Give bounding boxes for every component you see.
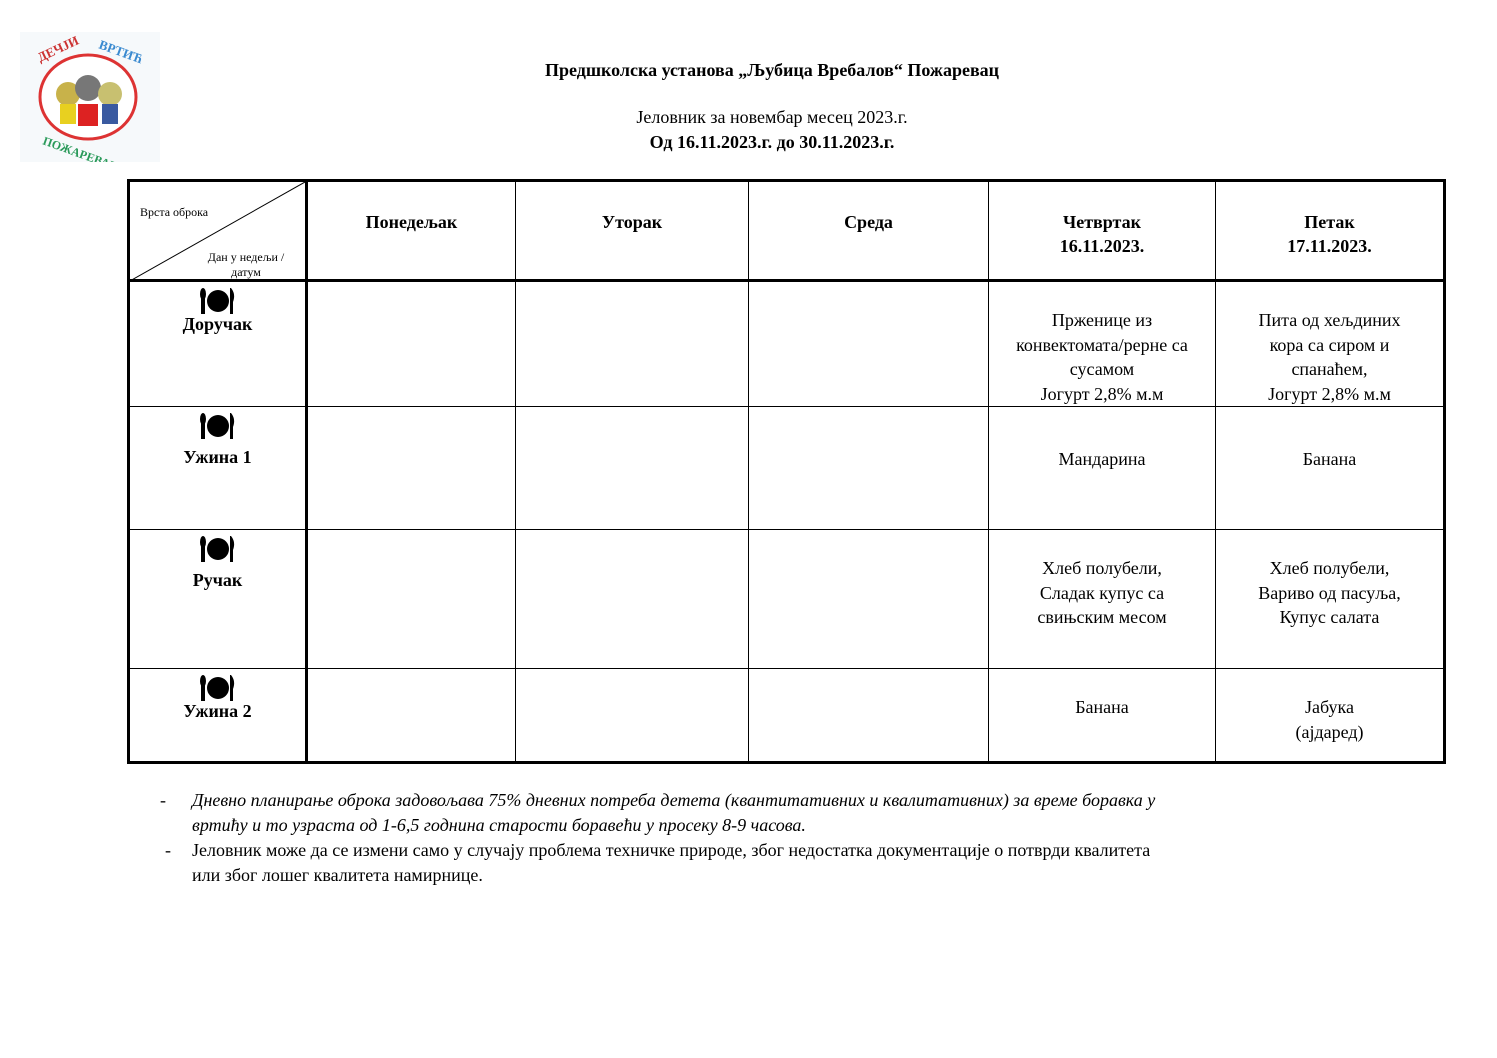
menu-cell: [748, 280, 989, 407]
plate-cutlery-icon: [130, 413, 305, 439]
menu-item-line: Банана: [1302, 449, 1357, 469]
meal-name: Ручак: [192, 570, 243, 590]
menu-item-line: Јогурт 2,8% м.м: [1040, 383, 1164, 404]
menu-item-line: Мандарина: [1058, 449, 1146, 469]
meal-label-cell: Ручак: [128, 529, 308, 669]
note-dash: -: [165, 840, 171, 860]
plate-cutlery-icon: [130, 675, 305, 701]
menu-cell: Банана: [1215, 406, 1445, 530]
menu-item-line: спанаћем,: [1291, 359, 1368, 379]
day-name: Четвртак: [1063, 212, 1141, 232]
kindergarten-logo: ДЕЧЈИ ВРТИЋ ПОЖАРЕВАЦ: [20, 32, 160, 162]
menu-item-line: сусамом: [1069, 359, 1135, 379]
day-name: Понедељак: [365, 212, 458, 232]
menu-cell: Пита од хељдиних кора са сиром и спанаћем,…: [1215, 280, 1445, 407]
note-line: Јеловник може да се измени само у случај…: [192, 840, 1151, 860]
menu-item-line: Купус салата: [1279, 607, 1380, 627]
meal-name: Ужина 1: [183, 447, 252, 467]
menu-title: Јеловник за новембар месец 2023.г.: [636, 107, 908, 127]
meal-row: Ужина 1 Мандарина Банана: [128, 406, 1445, 530]
menu-item-line: Сладак купус са: [1039, 582, 1165, 603]
day-header: Среда: [748, 180, 989, 281]
diagonal-line: [130, 182, 305, 282]
menu-item-line: Хлеб полубели,: [1269, 558, 1390, 578]
menu-cell: [748, 668, 989, 763]
day-name: Петак: [1304, 212, 1355, 232]
menu-item-line: Прженице из: [1051, 310, 1153, 330]
menu-cell: [515, 668, 749, 763]
menu-cell: Мандарина: [988, 406, 1216, 530]
meal-name: Ужина 2: [183, 701, 252, 721]
menu-item-line: Јогурт 2,8% м.м: [1268, 383, 1391, 404]
meal-label-cell: Доручак: [128, 280, 308, 407]
day-header: Петак 17.11.2023.: [1215, 180, 1445, 281]
institution-title: Предшколска установа „Љубица Вребалов“ П…: [544, 60, 1000, 80]
meal-row: Ужина 2 Банана Јабука (ајдаред): [128, 668, 1445, 763]
menu-cell: [306, 529, 516, 669]
meal-row: Ручак Хлеб полубели, Сладак купус са свињск…: [128, 529, 1445, 669]
day-date-label: Дан у недељи / датум: [207, 250, 285, 279]
plate-cutlery-icon: [130, 288, 305, 314]
menu-cell: Банана: [988, 668, 1216, 763]
meal-label-cell: Ужина 2: [128, 668, 308, 763]
menu-cell: [306, 406, 516, 530]
day-header: Понедељак: [306, 180, 516, 281]
menu-cell: [515, 529, 749, 669]
note-line: или због лошег квалитета намирнице.: [192, 865, 483, 885]
menu-cell: Хлеб полубели, Вариво од пасуља, Купус сал…: [1215, 529, 1445, 669]
menu-item-line: Вариво од пасуља,: [1258, 582, 1401, 603]
menu-cell: [748, 529, 989, 669]
menu-period: Од 16.11.2023.г. до 30.11.2023.г.: [649, 132, 895, 152]
menu-cell: Прженице из конвектомата/рерне са сусамом Ј…: [988, 280, 1216, 407]
menu-cell: [515, 280, 749, 407]
note-line: Дневно планирање оброка задовољава 75% д…: [192, 790, 1156, 810]
day-header: Уторак: [515, 180, 749, 281]
menu-cell: [748, 406, 989, 530]
menu-cell: Хлеб полубели, Сладак купус са свињским ме…: [988, 529, 1216, 669]
corner-header: Врста оброка Дан у недељи / датум: [128, 180, 308, 282]
notes: - Дневно планирање оброка задовољава 75%…: [160, 788, 1155, 888]
menu-table: Врста оброка Дан у недељи / датум Понеде…: [127, 179, 1446, 764]
menu-item-line: кора са сиром и: [1269, 334, 1390, 355]
day-date: 16.11.2023.: [1059, 236, 1145, 256]
menu-item-line: Хлеб полубели,: [1042, 558, 1162, 578]
note-line: вртићу и то узраста од 1-6,5 годнина ста…: [192, 815, 806, 835]
menu-item-line: Пита од хељдиних: [1258, 310, 1401, 330]
menu-cell: [306, 668, 516, 763]
meal-row: Доручак Прженице из конвектомата/рерне са с…: [128, 280, 1445, 407]
meal-label-cell: Ужина 1: [128, 406, 308, 530]
day-header: Четвртак 16.11.2023.: [988, 180, 1216, 281]
meal-type-label: Врста оброка: [140, 205, 209, 219]
day-name: Среда: [844, 212, 893, 232]
note-dash: -: [160, 790, 166, 810]
menu-cell: [306, 280, 516, 407]
menu-cell: [515, 406, 749, 530]
plate-cutlery-icon: [130, 536, 305, 562]
menu-item-line: свињским месом: [1037, 607, 1167, 627]
menu-item-line: (ајдаред): [1295, 721, 1364, 742]
note-2: - Јеловник може да се измени само у случ…: [160, 838, 1155, 888]
day-date: 17.11.2023.: [1287, 236, 1372, 256]
note-1: - Дневно планирање оброка задовољава 75%…: [160, 788, 1155, 838]
menu-item-line: Јабука: [1305, 697, 1354, 717]
day-name: Уторак: [601, 212, 663, 232]
menu-item-line: Банана: [1075, 697, 1129, 717]
menu-item-line: конвектомата/рерне са: [1016, 334, 1188, 355]
meal-name: Доручак: [182, 314, 253, 334]
menu-cell: Јабука (ајдаред): [1215, 668, 1445, 763]
